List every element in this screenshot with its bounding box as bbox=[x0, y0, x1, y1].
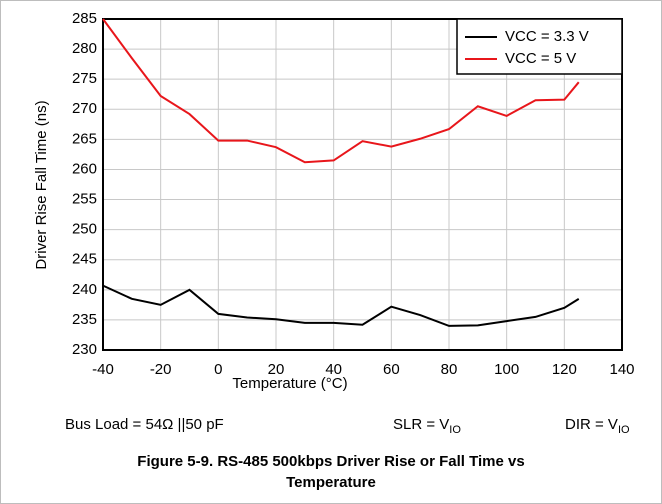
series-line bbox=[102, 284, 580, 327]
note: DIR = VIO bbox=[565, 416, 630, 436]
x-tick-label: 100 bbox=[494, 361, 519, 378]
x-tick-label: 60 bbox=[383, 361, 400, 378]
plot-frame bbox=[102, 18, 623, 351]
y-tick-label: 240 bbox=[72, 281, 97, 298]
x-tick-label: -40 bbox=[92, 361, 114, 378]
note-text: SLR = V bbox=[393, 416, 449, 433]
y-tick-label: 265 bbox=[72, 130, 97, 147]
y-tick-label: 245 bbox=[72, 251, 97, 268]
y-tick-label: 250 bbox=[72, 221, 97, 238]
caption: Figure 5-9. RS-485 500kbps Driver Rise o… bbox=[137, 453, 524, 470]
note-text: Bus Load = 54Ω ||50 pF bbox=[65, 416, 224, 433]
x-tick-label: -20 bbox=[150, 361, 172, 378]
legend-box bbox=[456, 18, 623, 75]
note: SLR = VIO bbox=[393, 416, 461, 436]
x-tick-label: 0 bbox=[214, 361, 222, 378]
x-axis-label: Temperature (°C) bbox=[232, 375, 347, 392]
note-subscript: IO bbox=[618, 424, 630, 436]
x-tick-label: 140 bbox=[609, 361, 634, 378]
y-tick-label: 270 bbox=[72, 100, 97, 117]
x-tick-label: 20 bbox=[268, 361, 285, 378]
series-line bbox=[102, 18, 580, 164]
legend-label: VCC = 5 V bbox=[505, 50, 576, 67]
y-tick-label: 235 bbox=[72, 311, 97, 328]
note-text: DIR = V bbox=[565, 416, 618, 433]
y-tick-label: 230 bbox=[72, 341, 97, 358]
caption: Temperature bbox=[286, 474, 376, 491]
y-axis-label: Driver Rise Fall Time (ns) bbox=[33, 100, 50, 269]
x-tick-label: 40 bbox=[325, 361, 342, 378]
x-tick-label: 120 bbox=[552, 361, 577, 378]
y-tick-label: 285 bbox=[72, 10, 97, 27]
x-tick-label: 80 bbox=[441, 361, 458, 378]
note: Bus Load = 54Ω ||50 pF bbox=[65, 416, 224, 433]
y-tick-label: 255 bbox=[72, 191, 97, 208]
y-tick-label: 260 bbox=[72, 160, 97, 177]
y-tick-label: 275 bbox=[72, 70, 97, 87]
note-subscript: IO bbox=[449, 424, 461, 436]
y-tick-label: 280 bbox=[72, 40, 97, 57]
legend-label: VCC = 3.3 V bbox=[505, 28, 589, 45]
